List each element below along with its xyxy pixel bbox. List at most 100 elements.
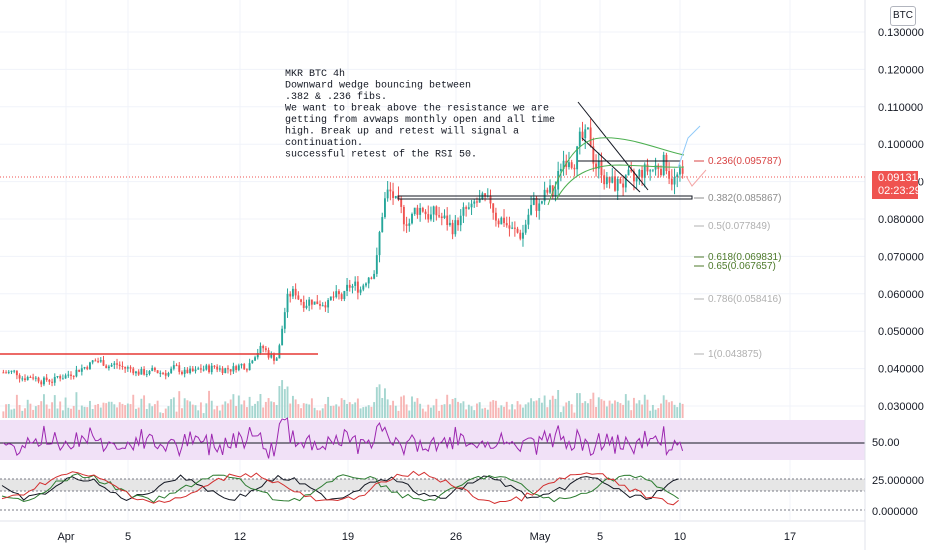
candle-body	[294, 288, 297, 296]
candle-body	[67, 374, 70, 376]
candle-body	[53, 376, 56, 383]
fib-label: 0.236(0.095787)	[708, 156, 781, 167]
volume-bar	[660, 403, 662, 418]
volume-bar	[676, 407, 679, 418]
candle-body	[251, 360, 254, 364]
candle-body	[589, 127, 592, 147]
volume-bar	[462, 401, 465, 418]
volume-bar	[448, 404, 451, 418]
volume-bar	[191, 404, 194, 418]
candle-body	[319, 304, 321, 306]
projection-retest-arrow[interactable]	[685, 169, 707, 187]
candle-body	[208, 365, 210, 373]
candle-body	[302, 301, 305, 308]
candle-body	[559, 168, 562, 171]
candle-body	[597, 160, 600, 169]
volume-bar	[78, 409, 81, 418]
volume-bar	[291, 395, 294, 418]
fib-levels: 0.236(0.095787) 0.382(0.085867) 0.5(0.0778…	[694, 156, 781, 360]
volume-bar	[337, 406, 340, 418]
candle-body	[2, 372, 5, 374]
analysis-note-line: .382 & .236 fibs.	[285, 91, 387, 103]
candle-body	[400, 198, 403, 207]
candle-body	[511, 227, 514, 229]
volume-bar	[340, 398, 343, 418]
candle-body	[538, 203, 541, 211]
candle-body	[10, 370, 13, 372]
volume-bar	[451, 398, 454, 418]
volume-bar	[116, 407, 118, 418]
volume-bar	[616, 401, 619, 418]
candle-body	[365, 283, 367, 286]
volume-bar	[229, 399, 232, 418]
volume-bar	[565, 402, 568, 418]
volume-bar	[584, 401, 587, 418]
candle-body	[670, 178, 673, 185]
candle-body	[576, 146, 579, 170]
candle-body	[61, 378, 64, 380]
volume-bar	[427, 404, 430, 418]
volume-bar	[210, 400, 213, 418]
candle-body	[221, 368, 224, 373]
candle-body	[467, 207, 470, 209]
candle-body	[162, 372, 164, 374]
volume-bar	[178, 391, 181, 418]
volume-bar	[348, 402, 351, 418]
currency-badge[interactable]: BTC	[890, 6, 916, 26]
projection-up-arrow[interactable]	[677, 125, 701, 169]
volume-bars	[2, 380, 684, 418]
candle-body	[289, 293, 292, 297]
analysis-note-line: We want to break above the resistance we…	[285, 103, 549, 115]
candle-body	[432, 206, 435, 215]
volume-bar	[595, 406, 597, 418]
analysis-note[interactable]: MKR BTC 4h Downward wedge bouncing betwee…	[285, 68, 555, 161]
candle-body	[535, 197, 538, 211]
candle-body	[218, 368, 221, 370]
wedge-upper[interactable]	[577, 101, 649, 191]
current-price-tag: 0.091317 02:23:29	[872, 171, 924, 199]
candle-body	[64, 375, 67, 379]
volume-bar	[251, 405, 254, 418]
candle-body	[476, 201, 478, 203]
candle-body	[189, 368, 192, 374]
support-zone[interactable]	[397, 195, 693, 200]
volume-bar	[375, 387, 378, 418]
candle-body	[159, 372, 162, 374]
candle-body	[660, 168, 662, 176]
candle-body	[608, 176, 611, 183]
candle-body	[462, 207, 465, 216]
candle-body	[75, 369, 78, 377]
candle-body	[570, 162, 573, 168]
oscillator-panel	[0, 470, 865, 511]
candle-body	[402, 206, 405, 225]
volume-bar	[89, 400, 91, 418]
candle-body	[18, 375, 21, 379]
fib-label: 1(0.043875)	[708, 349, 762, 360]
candle-body	[78, 369, 81, 372]
volume-bar	[356, 398, 359, 418]
candle-body	[513, 227, 516, 229]
volume-bar	[13, 408, 16, 418]
candle-body	[389, 189, 392, 192]
candle-body	[21, 378, 24, 380]
candle-body	[83, 367, 86, 369]
volume-bar	[305, 403, 308, 418]
candle-body	[676, 174, 679, 178]
candle-body	[473, 201, 476, 204]
volume-bar	[389, 405, 392, 418]
volume-bar	[421, 408, 424, 418]
candle-body	[172, 365, 175, 369]
volume-bar	[530, 398, 533, 418]
volume-bar	[199, 402, 202, 418]
volume-bar	[319, 410, 321, 418]
candle-body	[578, 131, 581, 147]
candle-body	[595, 163, 597, 169]
candle-body	[497, 220, 500, 225]
volume-bar	[10, 409, 13, 418]
volume-bar	[99, 407, 102, 418]
volume-bar	[300, 408, 302, 418]
volume-bar	[614, 400, 616, 418]
volume-bar	[651, 404, 654, 418]
osc-level-label-0: 0.000000	[872, 506, 918, 518]
